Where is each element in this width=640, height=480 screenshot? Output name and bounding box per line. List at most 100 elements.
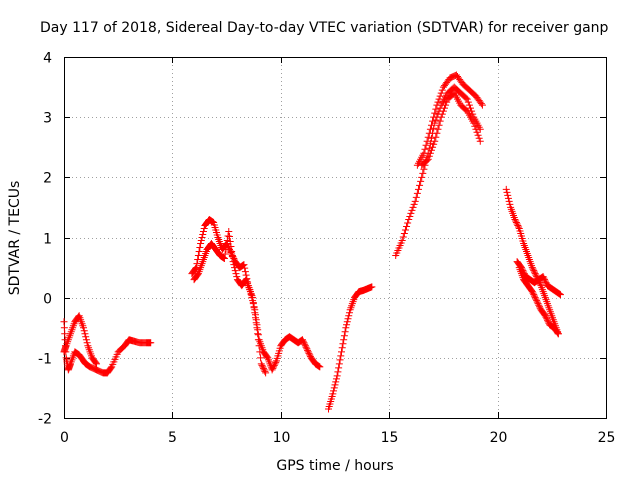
series-arc-a1 <box>60 318 155 377</box>
data-point <box>465 101 473 109</box>
data-point <box>228 248 236 256</box>
data-point <box>533 298 541 306</box>
data-point <box>226 247 234 255</box>
data-point <box>541 276 549 284</box>
data-point <box>535 301 543 309</box>
data-point <box>462 94 470 102</box>
data-point <box>262 369 270 377</box>
data-point <box>433 129 441 137</box>
data-point <box>231 264 239 272</box>
data-point <box>405 215 413 223</box>
data-point <box>342 324 350 332</box>
data-point <box>197 240 205 248</box>
data-point <box>228 253 236 261</box>
data-point <box>333 372 341 380</box>
data-point <box>260 366 268 374</box>
data-point <box>514 221 522 229</box>
data-point <box>253 321 261 329</box>
data-point <box>60 318 68 326</box>
data-point <box>247 291 255 299</box>
data-point <box>442 101 450 109</box>
data-point <box>425 152 433 160</box>
data-point <box>542 313 550 321</box>
data-point <box>472 125 480 133</box>
x-tick-label: 10 <box>273 430 291 446</box>
data-point <box>93 360 101 368</box>
x-axis-label: GPS time / hours <box>276 458 393 474</box>
data-point <box>433 101 441 109</box>
data-point <box>403 222 411 230</box>
data-point <box>431 137 439 145</box>
data-point <box>248 294 256 302</box>
data-point <box>512 217 520 225</box>
data-point <box>529 265 537 273</box>
data-point <box>443 98 451 106</box>
data-point <box>335 360 343 368</box>
data-point <box>534 300 542 308</box>
data-point <box>194 271 202 279</box>
data-point <box>556 291 564 299</box>
grid <box>64 57 606 418</box>
data-point <box>107 364 115 372</box>
data-point <box>512 218 520 226</box>
data-point <box>80 327 88 335</box>
data-point <box>424 155 432 163</box>
data-point <box>407 209 415 217</box>
x-tick-label: 0 <box>60 430 69 446</box>
data-point <box>412 193 420 201</box>
data-point <box>424 133 432 141</box>
data-point <box>423 156 431 164</box>
series-arc-d1 <box>392 83 484 260</box>
data-point <box>226 238 234 246</box>
data-point <box>543 315 551 323</box>
data-point <box>246 288 254 296</box>
series-arc-a2 <box>60 312 101 368</box>
data-point <box>476 137 484 145</box>
data-point <box>80 324 88 332</box>
data-point <box>227 249 235 257</box>
data-point <box>224 232 232 240</box>
data-point <box>240 261 248 269</box>
data-point <box>555 290 563 298</box>
data-point <box>330 387 338 395</box>
data-point <box>435 121 443 129</box>
data-point <box>432 105 440 113</box>
data-point <box>344 315 352 323</box>
data-point <box>259 363 267 371</box>
data-point <box>233 273 241 281</box>
data-point <box>199 230 207 238</box>
data-point <box>506 200 514 208</box>
data-point <box>257 360 265 368</box>
data-point <box>332 375 340 383</box>
data-point <box>530 267 538 275</box>
data-point <box>302 343 310 351</box>
data-point <box>335 364 343 372</box>
data-point <box>427 134 435 142</box>
data-point <box>305 349 313 357</box>
data-point <box>339 340 347 348</box>
data-point <box>515 223 523 231</box>
data-point <box>556 290 564 298</box>
data-point <box>421 145 429 153</box>
data-point <box>439 107 447 115</box>
data-point <box>418 173 426 181</box>
data-point <box>475 134 483 142</box>
data-point <box>314 362 322 370</box>
y-tick-label: 3 <box>43 111 52 127</box>
data-point <box>271 360 279 368</box>
data-point <box>301 340 309 348</box>
data-point <box>539 273 547 281</box>
data-point <box>222 246 230 254</box>
data-point <box>329 390 337 398</box>
data-point <box>540 274 548 282</box>
data-point <box>430 140 438 148</box>
data-point <box>249 297 257 305</box>
data-point <box>432 133 440 141</box>
data-point <box>300 339 308 347</box>
data-point <box>220 255 228 263</box>
data-point <box>330 384 338 392</box>
data-point <box>473 128 481 136</box>
data-point <box>252 311 260 319</box>
x-tick-label: 5 <box>168 430 177 446</box>
data-point <box>254 326 262 334</box>
